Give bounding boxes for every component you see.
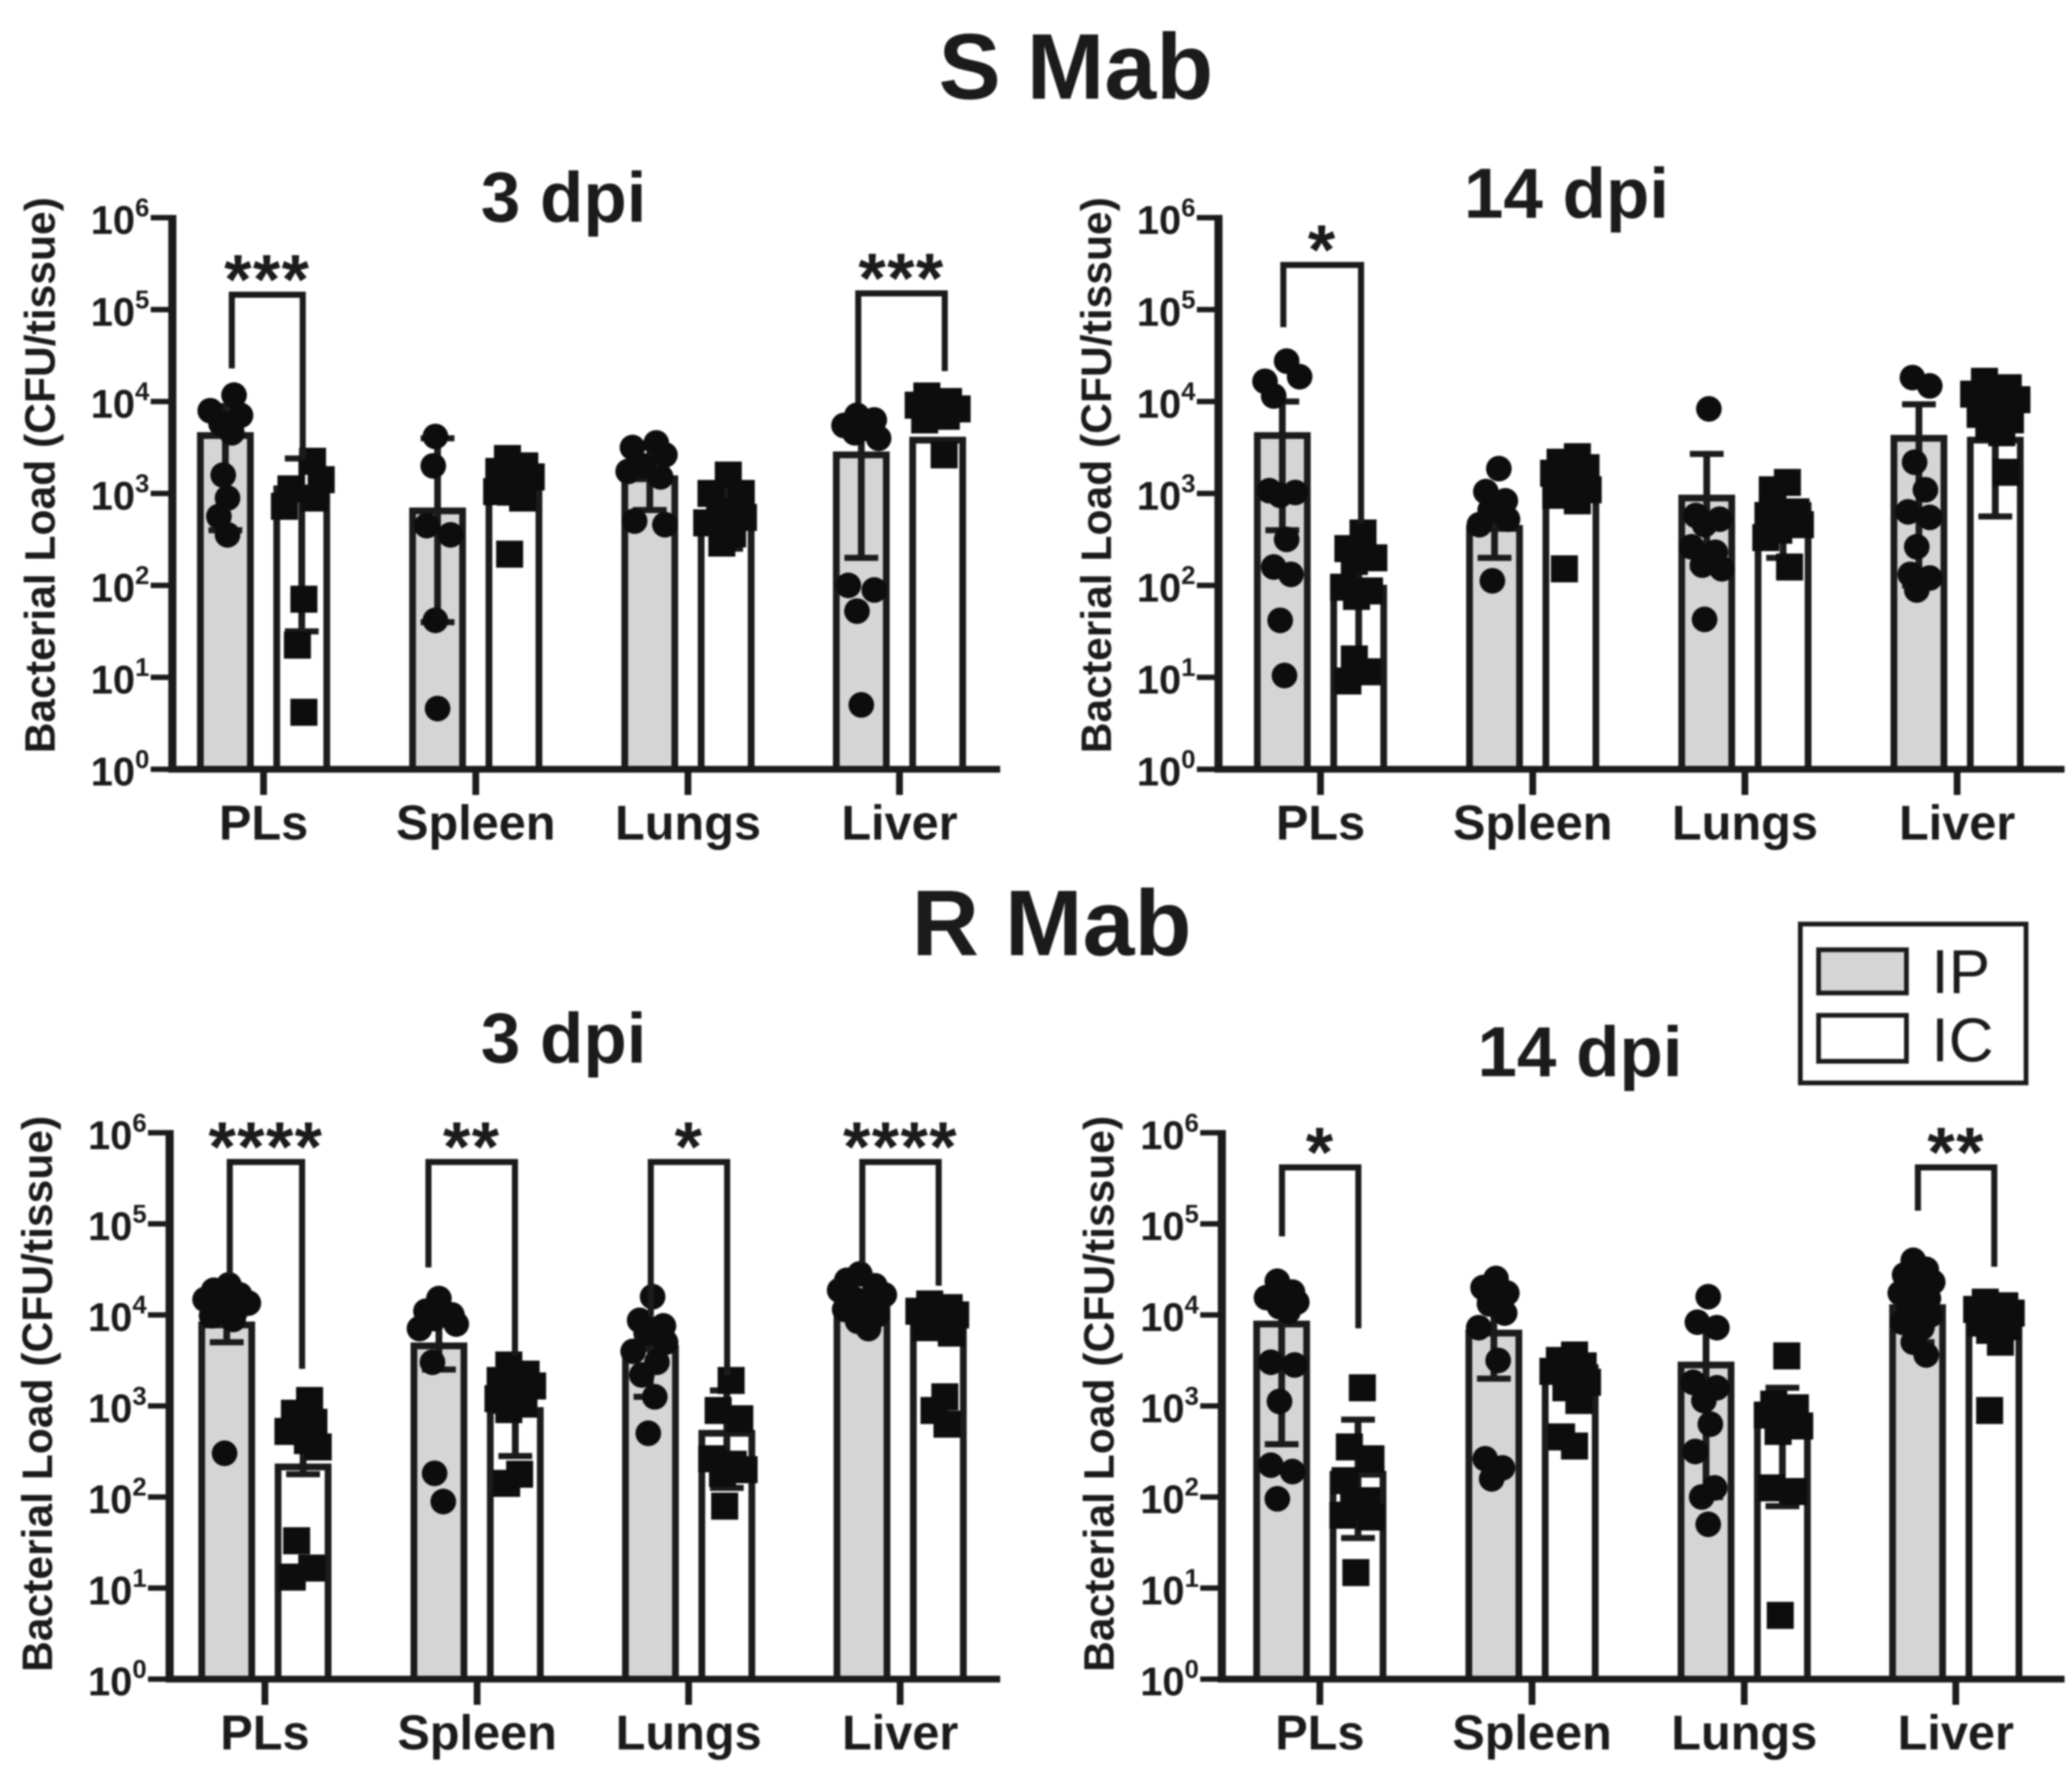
svg-text:Liver: Liver bbox=[842, 1706, 958, 1760]
svg-text:IP: IP bbox=[1931, 938, 1990, 1007]
svg-text:Bacterial Load (CFU/tissue): Bacterial Load (CFU/tissue) bbox=[17, 197, 64, 754]
svg-text:***: *** bbox=[858, 239, 944, 318]
svg-text:Spleen: Spleen bbox=[1453, 796, 1612, 850]
svg-text:105: 105 bbox=[1137, 286, 1195, 335]
svg-text:*: * bbox=[1308, 211, 1336, 289]
svg-text:Lungs: Lungs bbox=[1672, 796, 1818, 850]
svg-text:Bacterial Load (CFU/tissue): Bacterial Load (CFU/tissue) bbox=[1073, 197, 1120, 754]
svg-text:*: * bbox=[674, 1108, 703, 1186]
svg-text:Lungs: Lungs bbox=[616, 1706, 762, 1760]
svg-text:Lungs: Lungs bbox=[1671, 1706, 1817, 1760]
svg-text:Liver: Liver bbox=[1898, 1706, 2014, 1760]
svg-text:PLs: PLs bbox=[219, 796, 308, 850]
svg-text:IC: IC bbox=[1931, 1006, 1994, 1075]
svg-text:S Mab: S Mab bbox=[939, 15, 1213, 119]
svg-text:PLs: PLs bbox=[1275, 1706, 1364, 1760]
svg-text:Liver: Liver bbox=[1899, 796, 2015, 850]
svg-text:103: 103 bbox=[91, 470, 149, 518]
svg-text:**: ** bbox=[443, 1108, 501, 1186]
svg-text:***: *** bbox=[224, 241, 310, 319]
svg-text:PLs: PLs bbox=[220, 1706, 310, 1760]
svg-text:101: 101 bbox=[1137, 654, 1195, 702]
svg-text:Spleen: Spleen bbox=[397, 1706, 557, 1760]
svg-text:**: ** bbox=[1927, 1113, 1985, 1192]
svg-text:104: 104 bbox=[1140, 1291, 1199, 1340]
svg-text:14 dpi: 14 dpi bbox=[1477, 1013, 1682, 1092]
svg-text:Lungs: Lungs bbox=[615, 796, 761, 850]
svg-text:****: **** bbox=[843, 1108, 958, 1186]
svg-text:*: * bbox=[1306, 1113, 1334, 1192]
svg-text:3 dpi: 3 dpi bbox=[480, 158, 646, 237]
svg-text:Bacterial Load (CFU/tissue): Bacterial Load (CFU/tissue) bbox=[1076, 1116, 1123, 1672]
svg-text:Spleen: Spleen bbox=[1452, 1706, 1612, 1760]
svg-text:14 dpi: 14 dpi bbox=[1464, 154, 1669, 233]
svg-text:3 dpi: 3 dpi bbox=[480, 999, 646, 1078]
svg-text:R Mab: R Mab bbox=[912, 871, 1191, 975]
svg-text:PLs: PLs bbox=[1276, 796, 1365, 850]
svg-text:Liver: Liver bbox=[841, 796, 958, 850]
svg-text:Spleen: Spleen bbox=[396, 796, 556, 850]
svg-text:100: 100 bbox=[1140, 1655, 1199, 1704]
svg-text:105: 105 bbox=[1140, 1201, 1199, 1249]
svg-text:Bacterial Load (CFU/tissue): Bacterial Load (CFU/tissue) bbox=[14, 1116, 61, 1672]
svg-text:****: **** bbox=[209, 1108, 324, 1186]
